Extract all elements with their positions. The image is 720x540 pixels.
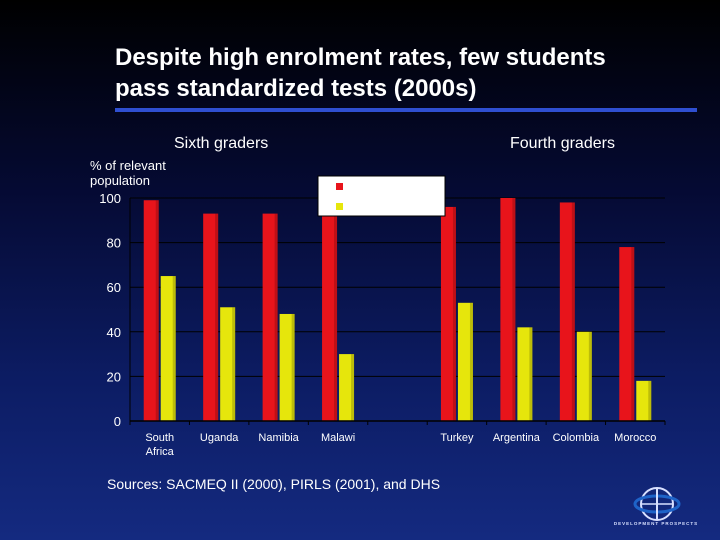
bar-meet-standard	[160, 276, 176, 421]
x-tick-label: Colombia	[553, 432, 600, 444]
bar-meet-standard	[517, 327, 533, 421]
title-underline	[115, 108, 697, 112]
y-tick-label: 0	[114, 414, 121, 429]
bar-enrolment	[322, 215, 338, 421]
x-tick-label: Turkey	[440, 432, 474, 444]
bar-shade	[648, 380, 652, 421]
title-line-2: pass standardized tests (2000s)	[115, 75, 477, 102]
bar-shade	[529, 327, 533, 421]
legend-swatch-meet-standard	[336, 203, 343, 210]
x-tick-label: Namibia	[258, 432, 299, 444]
legend-swatch-enrolment	[336, 183, 343, 190]
bar-enrolment	[262, 213, 278, 421]
group-label-sixth-graders: Sixth graders	[174, 135, 269, 152]
source-note: Sources: SACMEQ II (2000), PIRLS (2001),…	[107, 476, 441, 492]
bar-shade	[452, 206, 456, 421]
group-label-fourth-graders: Fourth graders	[510, 135, 615, 152]
x-tick-label: Uganda	[200, 432, 239, 444]
x-tick-label: Malawi	[321, 432, 355, 444]
title-line-1: Despite high enrolment rates, few studen…	[115, 44, 606, 71]
y-tick-labels: 0 20 40 60 80 100	[99, 191, 121, 429]
chart-title: Despite high enrolment rates, few studen…	[115, 42, 675, 104]
y-tick-label: 80	[107, 236, 121, 251]
bar-enrolment	[440, 206, 456, 421]
bar-shade	[512, 198, 516, 421]
x-tick-label: South	[145, 432, 174, 444]
logo-text: DEVELOPMENT PROSPECTS	[613, 521, 699, 526]
bar-meet-standard	[636, 380, 652, 421]
bar-enrolment	[559, 202, 575, 421]
legend: Enrolment Meet standard	[317, 175, 446, 217]
y-tick-label: 40	[107, 325, 121, 340]
y-axis-label-line-1: % of relevant	[90, 158, 166, 173]
y-tick-label: 60	[107, 280, 121, 295]
bar-meet-standard	[339, 354, 355, 421]
x-tick-label: Argentina	[493, 432, 541, 444]
bar-shade	[291, 313, 295, 421]
bar-shade	[232, 307, 236, 421]
bar-enrolment	[203, 213, 219, 421]
axes	[129, 198, 666, 425]
bar-shade	[334, 215, 338, 421]
bar-meet-standard	[279, 313, 295, 421]
x-tick-label: Morocco	[614, 432, 656, 444]
bar-shade	[155, 200, 159, 421]
bar-enrolment	[500, 198, 516, 421]
x-tick-labels: South Africa Uganda Namibia Malawi Turkey Arge…	[145, 432, 656, 458]
bar-meet-standard	[457, 302, 473, 421]
bars	[143, 198, 652, 421]
bar-enrolment	[619, 247, 635, 421]
y-tick-label: 20	[107, 369, 121, 384]
bar-enrolment	[143, 200, 159, 421]
bar-meet-standard	[576, 331, 592, 421]
y-axis-label: % of relevant population	[90, 158, 190, 188]
development-prospects-logo	[633, 487, 681, 521]
bar-shade	[469, 302, 473, 421]
y-axis-label-line-2: population	[90, 173, 150, 188]
bar-shade	[571, 202, 575, 421]
bar-shade	[172, 276, 176, 421]
bar-shade	[351, 354, 355, 421]
y-tick-label: 100	[99, 191, 121, 206]
bar-shade	[215, 213, 219, 421]
bar-meet-standard	[220, 307, 236, 421]
bar-shade	[631, 247, 635, 421]
bar-shade	[588, 331, 592, 421]
legend-label-meet-standard: Meet standard	[347, 200, 430, 215]
x-tick-label: Africa	[146, 446, 175, 458]
legend-label-enrolment: Enrolment	[347, 180, 407, 195]
bar-shade	[274, 213, 278, 421]
